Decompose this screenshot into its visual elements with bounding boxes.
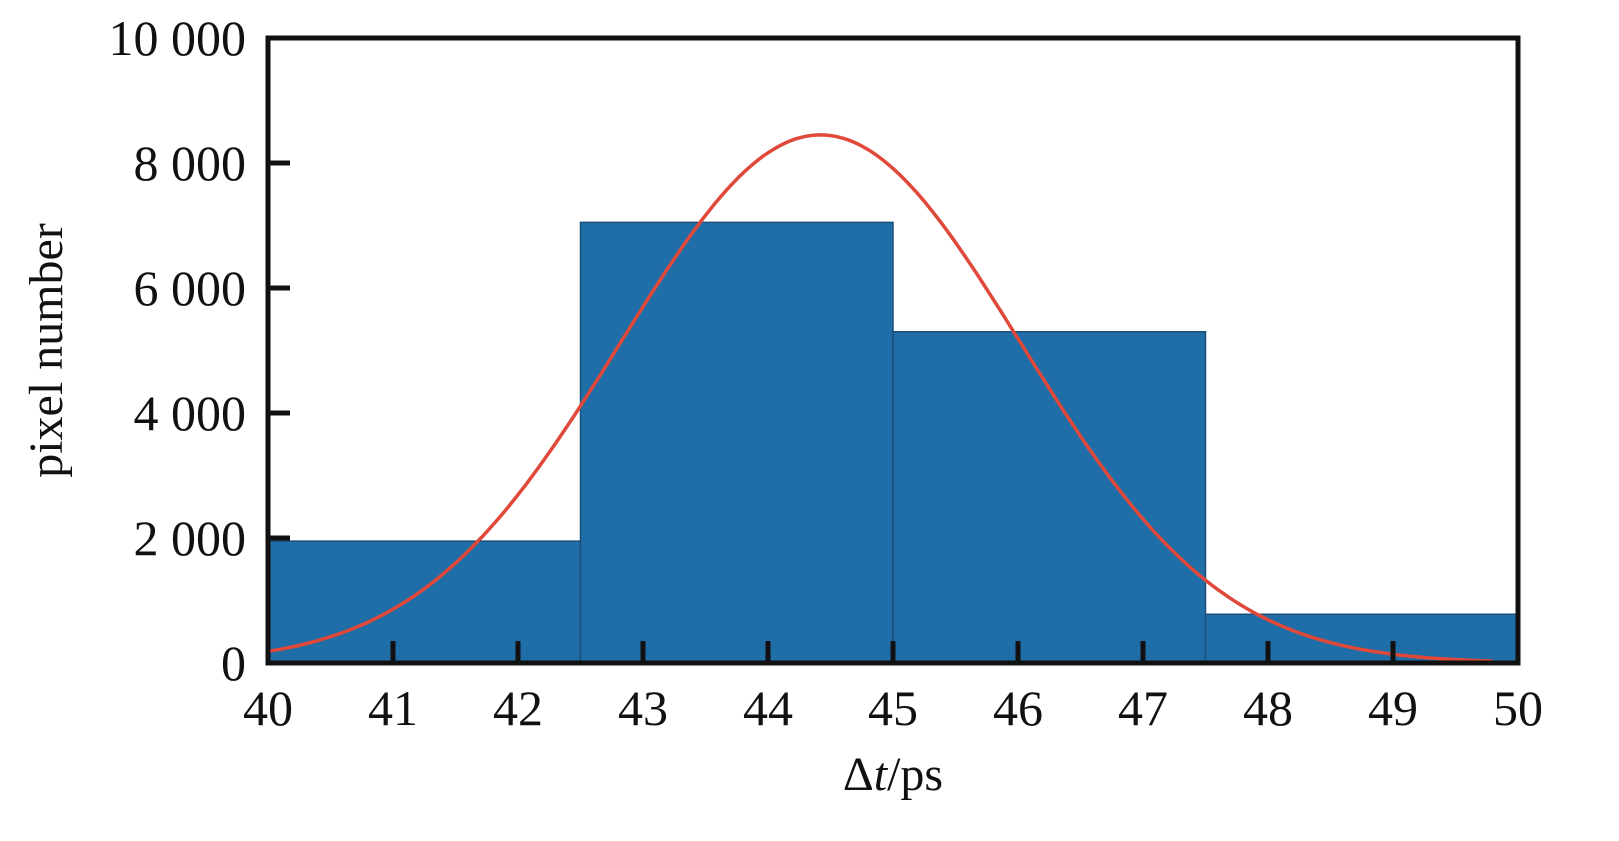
- x-tick-label-0: 40: [243, 680, 293, 736]
- x-tick-labels: 40 41 42 43 44 45 46 47 48 49 50: [243, 680, 1543, 736]
- x-tick-label-6: 46: [993, 680, 1043, 736]
- y-tick-label-3: 6 000: [134, 260, 247, 316]
- x-axis-title: Δt/ps: [843, 748, 943, 801]
- x-tick-label-9: 49: [1368, 680, 1418, 736]
- y-tick-label-0: 0: [221, 635, 246, 691]
- x-tick-label-3: 43: [618, 680, 668, 736]
- y-axis-title: pixel number: [20, 223, 73, 478]
- x-tick-label-7: 47: [1118, 680, 1168, 736]
- y-tick-label-2: 4 000: [134, 385, 247, 441]
- x-tick-label-5: 45: [868, 680, 918, 736]
- x-axis-title-variable: t: [874, 748, 889, 801]
- x-tick-label-8: 48: [1243, 680, 1293, 736]
- x-tick-label-2: 42: [493, 680, 543, 736]
- axis-ticks: [268, 160, 1396, 663]
- y-tick-label-4: 8 000: [134, 135, 247, 191]
- histogram-bar-1: [579, 221, 894, 664]
- gaussian-fit-curve: [267, 133, 1494, 663]
- x-axis-title-prefix: Δ: [843, 748, 874, 801]
- histogram-bar-0: [267, 540, 582, 664]
- x-tick-label-10: 50: [1493, 680, 1543, 736]
- histogram-bars: [267, 221, 1519, 664]
- x-tick-label-4: 44: [743, 680, 793, 736]
- histogram-bar-2: [892, 331, 1207, 664]
- y-tick-label-1: 2 000: [134, 510, 247, 566]
- x-axis-title-suffix: /ps: [887, 748, 943, 801]
- y-tick-labels: 0 2 000 4 000 6 000 8 000 10 000: [109, 10, 247, 691]
- x-tick-label-1: 41: [368, 680, 418, 736]
- y-tick-label-5: 10 000: [109, 10, 247, 66]
- histogram-bar-3: [1204, 613, 1519, 664]
- plot-frame: [265, 35, 1521, 666]
